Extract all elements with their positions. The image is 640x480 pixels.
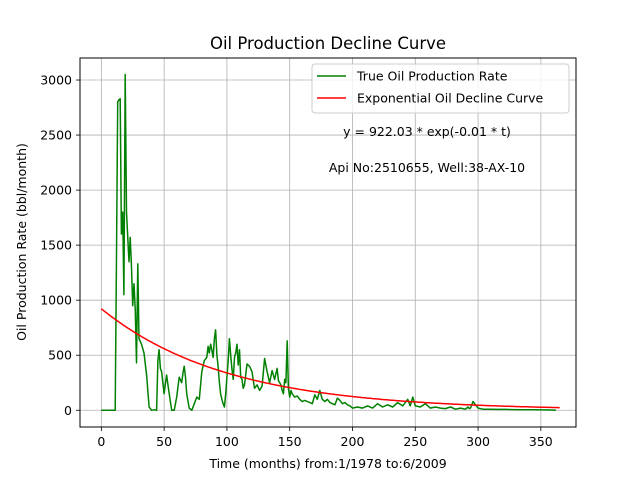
y-tick-label: 500 bbox=[48, 348, 72, 363]
legend-box bbox=[311, 63, 570, 114]
y-tick-label: 2500 bbox=[40, 128, 72, 143]
legend: True Oil Production Rate Exponential Oil… bbox=[311, 63, 570, 114]
equation-annotation: y = 922.03 * exp(-0.01 * t) bbox=[343, 124, 511, 139]
plot-frame bbox=[79, 57, 577, 428]
x-tick-label: 200 bbox=[341, 434, 365, 449]
y-tick-label: 2000 bbox=[40, 183, 72, 198]
x-tick-label: 50 bbox=[156, 434, 172, 449]
axis-ticks: 0 50 100 150 200 250 300 350 0 500 1000 1500 2000 250… bbox=[40, 73, 553, 449]
legend-label-exponential: Exponential Oil Decline Curve bbox=[357, 91, 544, 106]
well-annotation: Api No:2510655, Well:38-AX-10 bbox=[329, 160, 525, 175]
x-tick-label: 300 bbox=[466, 434, 490, 449]
y-tick-label: 3000 bbox=[40, 73, 72, 88]
legend-label-true-rate: True Oil Production Rate bbox=[356, 69, 508, 84]
x-tick-label: 350 bbox=[529, 434, 553, 449]
x-tick-label: 0 bbox=[97, 434, 105, 449]
y-axis-label: Oil Production Rate (bbl/month) bbox=[14, 143, 29, 341]
y-tick-label: 0 bbox=[64, 403, 72, 418]
chart-title: Oil Production Decline Curve bbox=[210, 34, 446, 53]
x-tick-label: 100 bbox=[215, 434, 239, 449]
x-tick-label: 150 bbox=[278, 434, 302, 449]
x-axis-label: Time (months) from:1/1978 to:6/2009 bbox=[208, 456, 446, 471]
y-tick-label: 1000 bbox=[40, 293, 72, 308]
series-layer bbox=[100, 73, 560, 412]
x-tick-label: 250 bbox=[403, 434, 427, 449]
series-exponential-decline-curve bbox=[100, 308, 560, 409]
y-tick-label: 1500 bbox=[40, 238, 72, 253]
